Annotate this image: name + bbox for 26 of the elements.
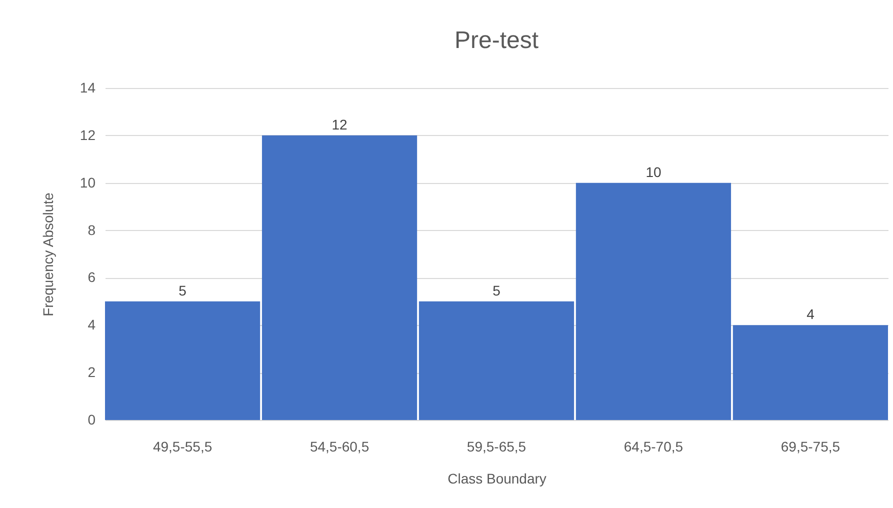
y-tick-label: 6 — [88, 269, 96, 286]
y-tick-label: 4 — [88, 316, 96, 333]
bar — [732, 325, 888, 420]
y-tick-label: 12 — [80, 126, 96, 143]
chart-title: Pre-test — [454, 27, 539, 54]
data-label: 4 — [806, 306, 815, 322]
y-tick-label: 14 — [80, 80, 96, 96]
y-axis-title: Frequency Absolute — [40, 192, 56, 316]
x-axis-title: Class Boundary — [448, 470, 546, 486]
data-label: 5 — [492, 282, 501, 298]
y-tick-label: 10 — [80, 174, 96, 190]
y-tick-label: 0 — [88, 412, 96, 428]
bar — [105, 301, 260, 420]
bar — [262, 135, 418, 420]
x-tick-label: 69,5-75,5 — [780, 438, 840, 454]
bar — [576, 182, 732, 420]
data-label: 10 — [646, 164, 662, 180]
x-tick-label: 59,5-65,5 — [466, 438, 526, 454]
data-label: 12 — [332, 116, 348, 132]
y-tick-label: 8 — [88, 222, 96, 238]
bar — [418, 301, 574, 420]
x-tick-label: 54,5-60,5 — [310, 438, 370, 454]
x-tick-label: 49,5-55,5 — [152, 438, 212, 454]
x-tick-label: 64,5-70,5 — [624, 438, 684, 454]
data-label: 5 — [178, 282, 187, 298]
y-tick-label: 2 — [88, 364, 96, 380]
